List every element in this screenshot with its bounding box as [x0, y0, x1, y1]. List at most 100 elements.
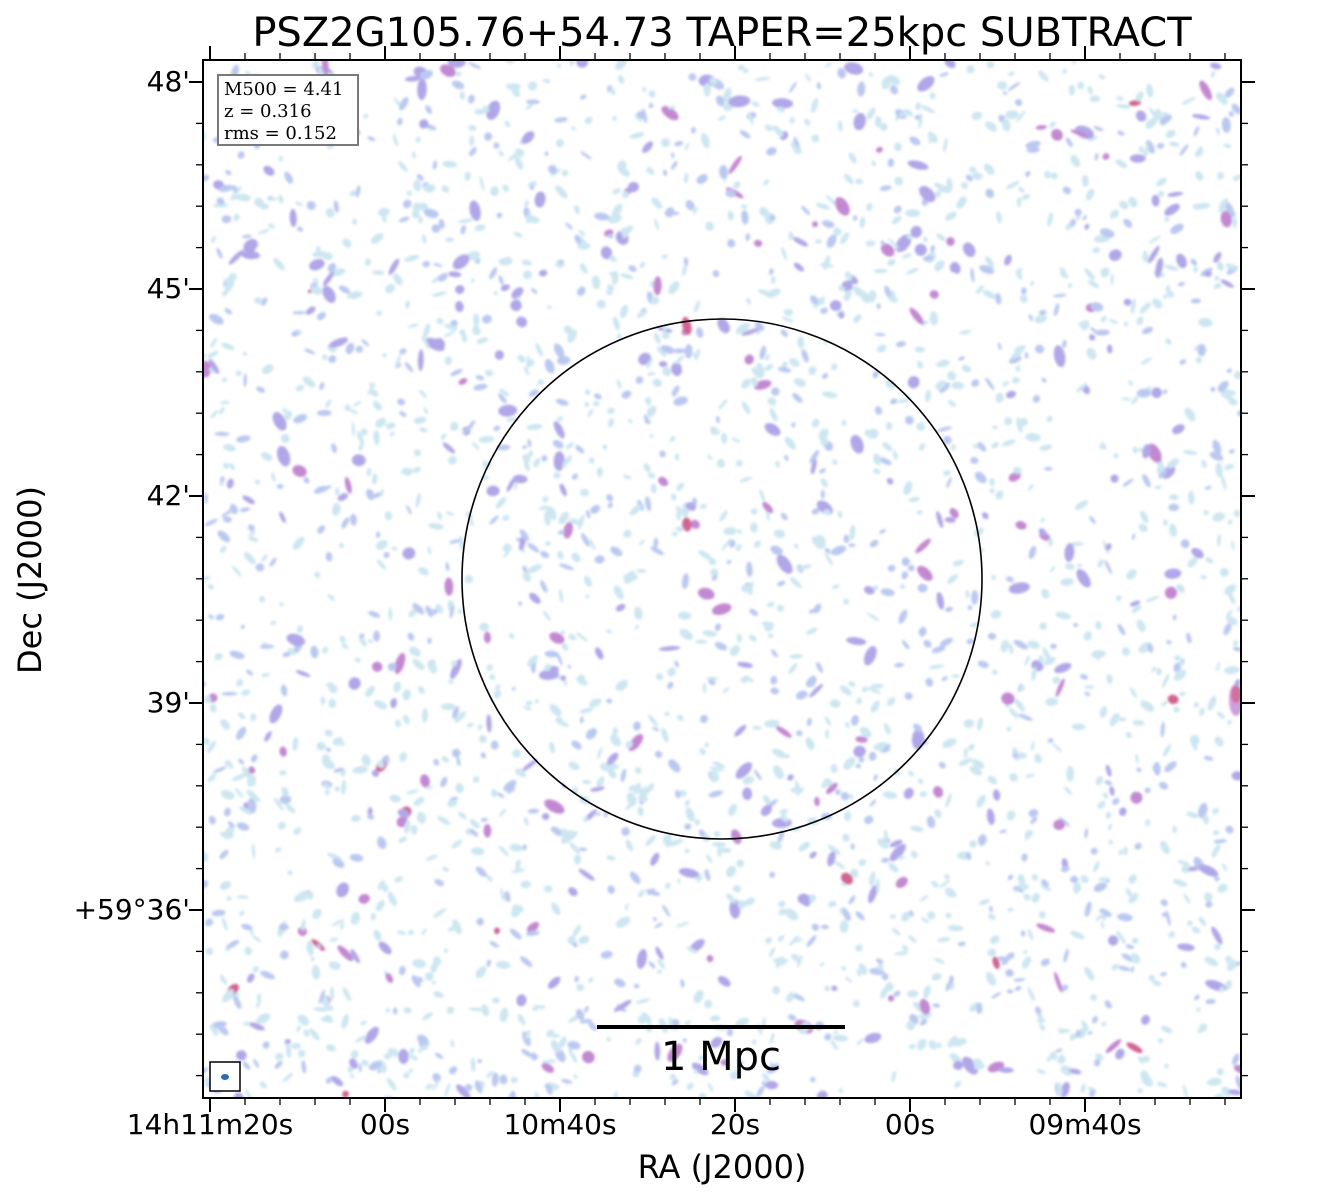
noise-blob [894, 176, 903, 186]
noise-blob [1164, 216, 1170, 222]
noise-blob [973, 1064, 986, 1070]
noise-blob [1104, 780, 1113, 786]
noise-blob [545, 541, 551, 546]
noise-blob [585, 509, 591, 519]
noise-blob [971, 379, 980, 387]
noise-blob [551, 1084, 557, 1090]
noise-blob [589, 698, 602, 708]
noise-blob [301, 1060, 307, 1074]
noise-blob [1013, 639, 1029, 650]
noise-blob [1073, 622, 1078, 628]
noise-blob [868, 72, 873, 77]
noise-blob [500, 888, 505, 902]
y-tick-label: 48' [146, 65, 190, 98]
noise-blob [873, 774, 878, 781]
noise-blob [557, 416, 564, 422]
noise-blob [209, 313, 224, 325]
noise-blob [507, 152, 519, 162]
noise-blob [1212, 830, 1220, 836]
noise-blob [1047, 212, 1054, 227]
noise-blob [916, 422, 926, 431]
noise-blob [843, 534, 850, 544]
noise-blob [1047, 537, 1053, 547]
noise-blob [616, 333, 622, 340]
noise-blob [1118, 849, 1124, 856]
noise-blob [680, 979, 685, 988]
noise-blob [1151, 666, 1157, 673]
noise-blob [851, 714, 859, 726]
noise-blob [945, 981, 952, 992]
noise-blob [486, 714, 492, 733]
noise-blob [771, 387, 780, 396]
noise-blob [928, 664, 944, 670]
noise-blob [233, 995, 242, 1010]
noise-blob [451, 839, 462, 849]
noise-blob [501, 515, 510, 521]
noise-blob [883, 722, 891, 735]
noise-blob [531, 288, 538, 294]
noise-blob [372, 270, 385, 275]
noise-blob [932, 1003, 941, 1008]
noise-blob [1132, 720, 1145, 726]
noise-blob [1024, 829, 1031, 841]
noise-blob [887, 74, 901, 86]
noise-blob [278, 923, 289, 931]
noise-blob [322, 285, 336, 303]
noise-blob [279, 795, 292, 804]
noise-blob [1021, 287, 1027, 295]
noise-blob [682, 517, 692, 532]
noise-blob [595, 647, 604, 660]
noise-blob [526, 921, 540, 933]
noise-blob [763, 179, 770, 186]
noise-blob [1004, 417, 1013, 426]
noise-blob [777, 829, 785, 844]
noise-blob [367, 813, 375, 820]
noise-blob [887, 158, 895, 168]
noise-blob [703, 82, 712, 97]
noise-blob [1151, 387, 1162, 398]
noise-blob [820, 307, 828, 314]
noise-blob [899, 584, 906, 590]
noise-blob [432, 908, 447, 918]
noise-blob [1025, 170, 1031, 177]
noise-blob [759, 489, 766, 502]
noise-blob [242, 234, 252, 239]
noise-blob [511, 287, 524, 299]
noise-blob [841, 872, 853, 885]
noise-blob [1083, 631, 1092, 641]
noise-blob [469, 828, 479, 837]
noise-blob [204, 518, 218, 527]
noise-blob [310, 286, 324, 295]
noise-blob [559, 1036, 567, 1048]
noise-blob [885, 421, 893, 431]
noise-blob [1026, 146, 1040, 153]
noise-blob [725, 189, 736, 198]
noise-blob [416, 811, 426, 824]
noise-blob [1148, 235, 1161, 244]
noise-blob [628, 734, 644, 751]
noise-blob [1148, 107, 1159, 121]
noise-blob [727, 210, 734, 221]
noise-blob [541, 1062, 554, 1073]
noise-blob [387, 662, 397, 672]
noise-blob [328, 698, 337, 708]
noise-blob [553, 451, 565, 471]
noise-blob [235, 370, 242, 377]
noise-blob [468, 1007, 484, 1012]
noise-blob [1216, 662, 1221, 666]
noise-blob [1034, 314, 1047, 324]
noise-blob [1148, 245, 1160, 263]
noise-blob [914, 243, 927, 256]
noise-blob [1214, 943, 1221, 951]
noise-blob [216, 197, 225, 206]
noise-blob [461, 428, 465, 435]
noise-blob [352, 766, 368, 774]
noise-blob [325, 399, 332, 408]
noise-blob [250, 754, 258, 763]
noise-blob [499, 808, 507, 817]
noise-blob [293, 414, 308, 424]
noise-blob [855, 736, 868, 743]
noise-blob [1105, 1039, 1122, 1053]
noise-blob [1213, 283, 1222, 290]
noise-blob [809, 683, 824, 698]
